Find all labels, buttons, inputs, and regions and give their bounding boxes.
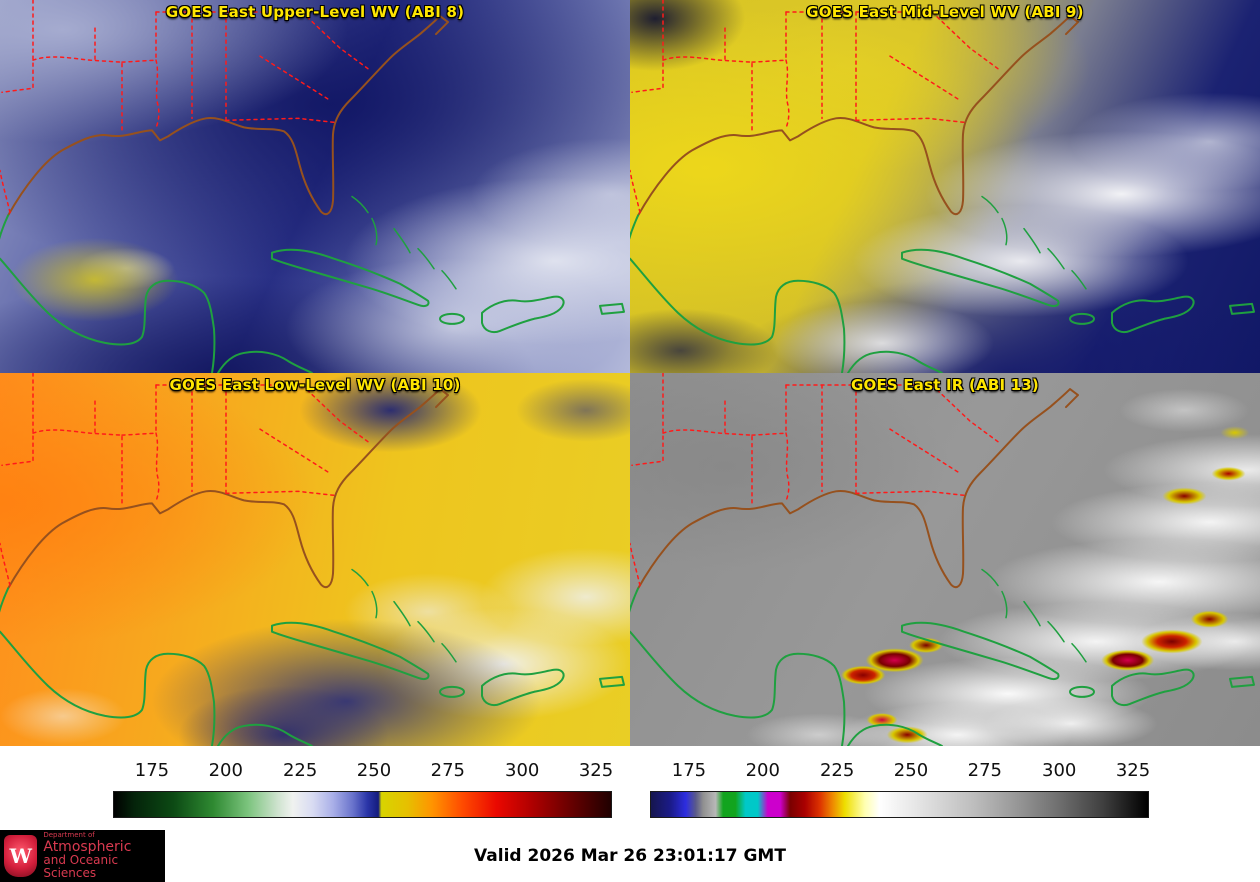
aos-logo: W Department of Atmospheric and Oceanic … (0, 830, 165, 882)
wv-tick-225: 225 (282, 760, 318, 781)
colorbar-section: 175 200 225 250 275 300 325 175 200 225 … (0, 746, 1260, 830)
uw-crest-icon: W (4, 835, 38, 877)
panel-title-abi13: GOES East IR (ABI 13) (850, 376, 1039, 394)
colorbar-wv-ticks: 175 200 225 250 275 300 325 (113, 760, 614, 786)
wv-tick-325: 325 (578, 760, 614, 781)
map-overlay-abi13 (630, 373, 1256, 746)
wv-tick-200: 200 (208, 760, 243, 781)
panel-grid: GOES East Upper-Level WV (ABI 8) GOES Ea… (0, 0, 1260, 746)
ir-tick-325: 325 (1115, 760, 1151, 781)
map-overlay-abi10 (0, 373, 626, 746)
panel-abi10-low-wv: GOES East Low-Level WV (ABI 10) (0, 373, 630, 746)
wv-tick-300: 300 (504, 760, 540, 781)
panel-title-abi10: GOES East Low-Level WV (ABI 10) (169, 376, 461, 394)
aos-logo-text: Department of Atmospheric and Oceanic Sc… (43, 831, 165, 881)
ir-tick-300: 300 (1041, 760, 1077, 781)
wv-tick-250: 250 (356, 760, 392, 781)
logo-line-1: Atmospheric (43, 838, 132, 855)
colorbar-wv: 175 200 225 250 275 300 325 (113, 760, 614, 820)
colorbar-ir-ticks: 175 200 225 250 275 300 325 (650, 760, 1151, 786)
colorbar-ir-gradient (650, 791, 1149, 818)
wv-tick-175: 175 (134, 760, 170, 781)
colorbar-ir: 175 200 225 250 275 300 325 (650, 760, 1151, 820)
footer: Valid 2026 Mar 26 23:01:17 GMT W Departm… (0, 830, 1260, 882)
panel-abi9-mid-wv: GOES East Mid-Level WV (ABI 9) (630, 0, 1260, 373)
map-overlay-abi9 (630, 0, 1256, 373)
logo-line-2: and Oceanic Sciences (43, 853, 119, 881)
ir-tick-225: 225 (819, 760, 855, 781)
panel-abi8-upper-wv: GOES East Upper-Level WV (ABI 8) (0, 0, 630, 373)
panel-title-abi8: GOES East Upper-Level WV (ABI 8) (165, 3, 465, 21)
valid-time: Valid 2026 Mar 26 23:01:17 GMT (474, 846, 786, 866)
panel-title-abi9: GOES East Mid-Level WV (ABI 9) (806, 3, 1084, 21)
colorbar-wv-gradient (113, 791, 612, 818)
map-overlay-abi8 (0, 0, 626, 373)
panel-abi13-ir: GOES East IR (ABI 13) (630, 373, 1260, 746)
ir-tick-175: 175 (671, 760, 707, 781)
ir-tick-200: 200 (745, 760, 780, 781)
ir-tick-250: 250 (893, 760, 929, 781)
wv-tick-275: 275 (430, 760, 466, 781)
ir-tick-275: 275 (967, 760, 1003, 781)
logo-dept-line: Department of (43, 831, 95, 840)
